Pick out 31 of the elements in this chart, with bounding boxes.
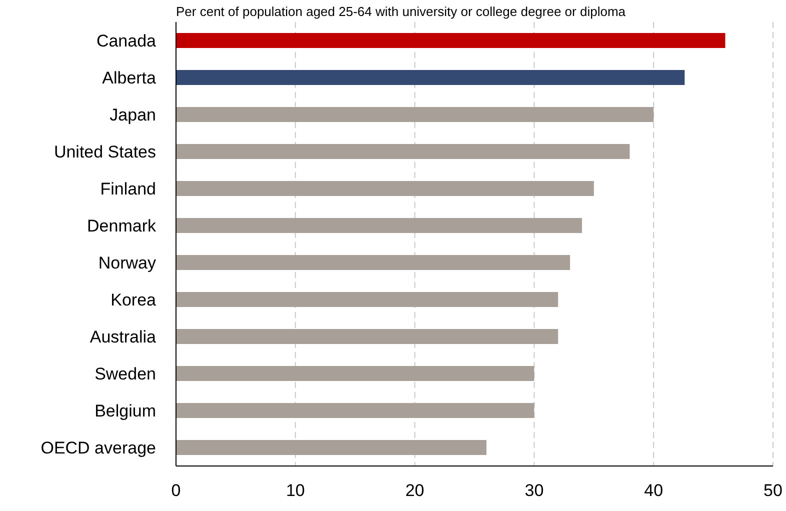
bar [176,255,570,270]
x-tick-label: 0 [171,481,181,500]
y-tick-label: Belgium [94,402,156,421]
y-tick-label: OECD average [40,438,156,458]
y-tick-label: Korea [110,290,157,310]
x-tick-label: 40 [644,481,664,500]
x-tick-label: 20 [405,481,424,500]
bar [176,403,534,418]
bar [176,218,582,233]
x-tick-label: 30 [524,481,544,500]
y-tick-label: Sweden [94,364,156,384]
x-tick-label: 10 [286,481,305,500]
y-tick-label: Alberta [102,68,157,88]
y-tick-label: Japan [110,106,156,125]
bar [176,70,685,85]
bar [176,366,534,381]
x-tick-label: 50 [764,481,782,500]
y-tick-label: Australia [90,328,157,347]
bar [176,144,630,159]
bar [176,292,558,307]
y-tick-label: United States [54,142,156,162]
bar [176,107,654,122]
y-tick-label: Finland [100,180,156,199]
y-tick-label: Canada [96,32,157,51]
bar [176,33,726,48]
y-tick-label: Denmark [87,216,156,236]
bar [176,440,486,455]
chart-title: Per cent of population aged 25-64 with university or college degree or diploma [176,4,626,19]
bar [176,329,558,344]
bar [176,181,594,196]
y-tick-label: Norway [98,254,156,273]
